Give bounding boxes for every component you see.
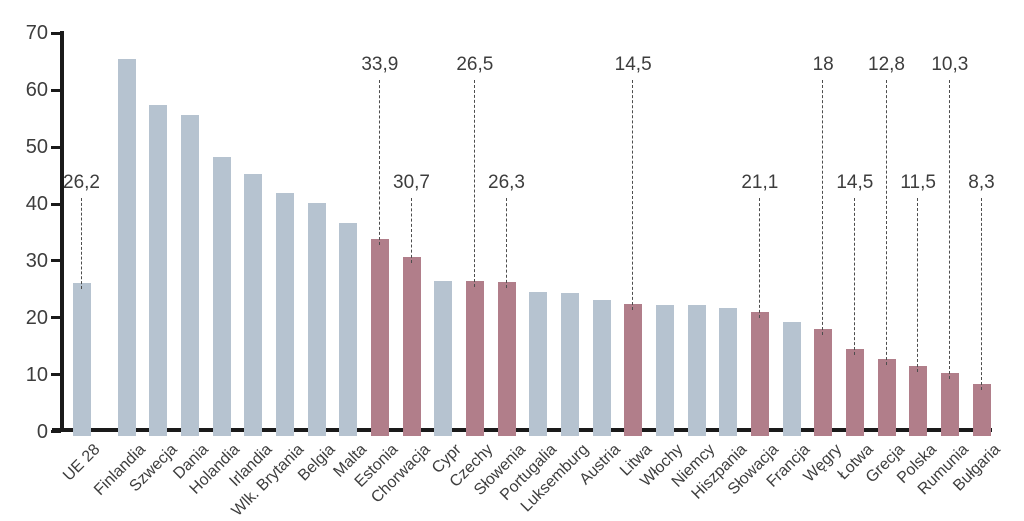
callout-value: 8,3 [968, 172, 995, 193]
callout-value: 14,5 [836, 172, 874, 193]
bar [402, 256, 421, 436]
y-tick [51, 316, 61, 320]
y-tick [51, 31, 61, 35]
callout-line [80, 198, 82, 289]
callout-line [980, 198, 982, 391]
bar [212, 156, 231, 436]
bar [307, 202, 326, 436]
bar [719, 307, 738, 436]
callout-line [379, 80, 381, 245]
bar [909, 366, 928, 436]
callout-value: 26,5 [456, 54, 494, 75]
y-tick-label: 70 [25, 22, 48, 45]
callout-value: 14,5 [614, 54, 652, 75]
callout-line [505, 198, 507, 288]
y-tick [51, 202, 61, 206]
callout-line [474, 80, 476, 287]
callout-value: 21,1 [741, 172, 779, 193]
callout-value: 33,9 [361, 54, 399, 75]
bar [940, 372, 959, 436]
bar [529, 291, 548, 436]
y-axis-line [60, 31, 64, 432]
bar [845, 349, 864, 436]
callout-line [854, 198, 856, 356]
bar [560, 292, 579, 436]
bar [180, 114, 199, 436]
bar [592, 300, 611, 436]
bar [624, 303, 643, 436]
bar [465, 280, 484, 436]
y-tick-label: 30 [25, 249, 48, 272]
y-tick-label: 50 [25, 136, 48, 159]
y-tick [51, 373, 61, 377]
callout-value: 18 [812, 54, 834, 75]
callout-line [410, 198, 412, 263]
bar [814, 329, 833, 436]
y-tick-label: 0 [36, 420, 48, 443]
callout-value: 11,5 [900, 172, 936, 193]
callout-line [917, 198, 919, 373]
y-tick [51, 259, 61, 263]
bar [782, 321, 801, 436]
y-tick-label: 60 [25, 79, 48, 102]
y-tick-label: 10 [25, 363, 48, 386]
y-tick [51, 145, 61, 149]
callout-line [632, 80, 634, 310]
callout-value: 30,7 [393, 172, 430, 193]
callout-value: 10,3 [931, 54, 969, 75]
callout-line [822, 80, 824, 336]
bar [434, 280, 453, 436]
bar [877, 358, 896, 436]
bar [497, 281, 516, 436]
callout-value: 26,3 [488, 172, 525, 193]
y-tick [51, 88, 61, 92]
bar [655, 304, 674, 436]
callout-line [949, 80, 951, 379]
bar [339, 222, 358, 436]
bar [72, 282, 91, 436]
bar [972, 384, 991, 436]
bar [370, 238, 389, 436]
bar [244, 173, 263, 436]
y-tick-label: 20 [25, 306, 48, 329]
callout-line [759, 198, 761, 318]
callout-line [885, 80, 887, 365]
y-tick-label: 40 [25, 193, 48, 216]
bar [117, 59, 136, 436]
bar [750, 311, 769, 436]
bar [149, 105, 168, 436]
x-axis-line [52, 428, 992, 432]
bar [275, 193, 294, 436]
bar [687, 305, 706, 436]
callout-value: 12,8 [868, 54, 905, 75]
callout-value: 26,2 [63, 172, 100, 193]
